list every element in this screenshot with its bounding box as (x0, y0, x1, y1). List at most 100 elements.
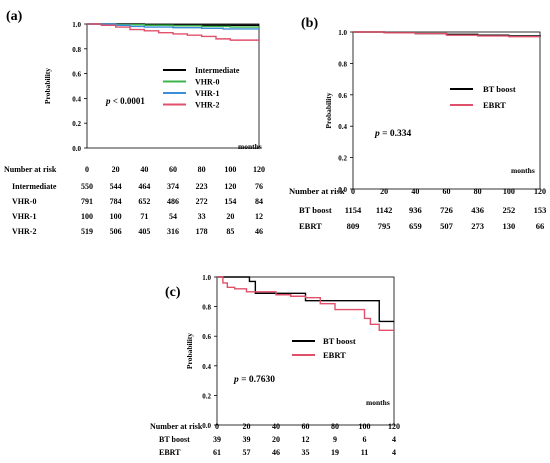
y-tick-label: 0.8 (202, 304, 211, 312)
risk-count: 85 (226, 227, 234, 236)
chart-panel: (c) 0.0 0.2 0.4 0.6 0.8 1.0 Probability months BT… (150, 274, 400, 457)
plot-frame (352, 31, 541, 190)
risk-count: 506 (110, 227, 122, 236)
risk-count: 19 (331, 448, 339, 457)
legend-entry: VHR-2 (195, 101, 219, 110)
y-tick-label: 0.4 (338, 123, 347, 131)
series-line (217, 276, 394, 323)
y-tick-label: 0.0 (72, 145, 81, 153)
risk-count: 153 (534, 205, 547, 215)
y-tick-label: 0.0 (202, 422, 211, 430)
legend-entry: Intermediate (195, 66, 240, 75)
risk-count: 1142 (376, 205, 393, 215)
risk-count: 39 (213, 435, 221, 444)
risk-row-label: VHR-1 (12, 212, 36, 221)
risk-count: 54 (169, 212, 177, 221)
risk-count: 550 (81, 182, 93, 191)
risk-count: 223 (196, 182, 208, 191)
risk-table-header: Number at risk (4, 165, 57, 174)
x-tick-label: 60 (169, 165, 177, 174)
x-tick-label: 120 (534, 187, 546, 196)
y-tick-label: 1.0 (72, 21, 81, 29)
risk-count: 791 (81, 197, 93, 206)
x-tick-label: 60 (302, 422, 310, 431)
risk-count: 1154 (345, 205, 362, 215)
x-tick-label: 120 (388, 422, 400, 431)
risk-count: 4 (392, 448, 396, 457)
y-axis-label: Probability (185, 333, 194, 369)
y-tick-label: 0.4 (72, 95, 81, 103)
risk-count: 66 (536, 221, 545, 231)
panel-label: (b) (301, 16, 318, 31)
x-axis-label: months (238, 142, 262, 151)
risk-count: 9 (333, 435, 337, 444)
plot-frame (86, 23, 260, 149)
panel-label: (c) (165, 285, 181, 300)
risk-row-label: BT boost (159, 435, 190, 444)
x-tick-label: 0 (215, 422, 219, 431)
series-line (217, 276, 394, 331)
risk-count: 12 (302, 435, 310, 444)
risk-count: 784 (110, 197, 122, 206)
y-axis-label: Probability (324, 92, 333, 128)
risk-count: 519 (81, 227, 93, 236)
x-tick-label: 0 (351, 187, 355, 196)
panel-label: (a) (6, 9, 23, 24)
risk-count: 464 (138, 182, 150, 191)
risk-count: 659 (409, 221, 422, 231)
p-value-annotation: p = 0.334 (374, 129, 412, 139)
p-value-annotation: p < 0.0001 (105, 96, 145, 106)
risk-count: 20 (226, 212, 234, 221)
risk-count: 544 (110, 182, 122, 191)
x-tick-label: 40 (140, 165, 148, 174)
y-tick-label: 0.0 (338, 186, 347, 194)
x-tick-label: 80 (198, 165, 206, 174)
y-tick-label: 0.2 (72, 120, 81, 128)
risk-count: 12 (255, 212, 263, 221)
y-tick-label: 0.2 (202, 392, 211, 400)
series-line (87, 23, 259, 30)
risk-count: 316 (167, 227, 179, 236)
risk-count: 39 (243, 435, 251, 444)
risk-count: 100 (81, 212, 93, 221)
risk-count: 33 (198, 212, 206, 221)
risk-row-label: EBRT (299, 221, 322, 231)
risk-count: 486 (167, 197, 179, 206)
risk-count: 405 (138, 227, 150, 236)
x-tick-label: 80 (331, 422, 339, 431)
risk-count: 20 (272, 435, 280, 444)
legend-entry: VHR-0 (195, 78, 219, 87)
risk-count: 46 (255, 227, 263, 236)
risk-count: 252 (502, 205, 515, 215)
y-tick-label: 0.6 (72, 71, 81, 79)
risk-count: 6 (363, 435, 367, 444)
risk-count: 57 (243, 448, 251, 457)
risk-count: 100 (110, 212, 122, 221)
risk-count: 84 (255, 197, 263, 206)
risk-count: 76 (255, 182, 263, 191)
risk-count: 272 (196, 197, 208, 206)
risk-count: 795 (378, 221, 391, 231)
risk-row-label: Intermediate (12, 182, 57, 191)
series-line (353, 31, 540, 38)
risk-count: 46 (272, 448, 280, 457)
x-axis-label: months (511, 166, 535, 175)
risk-count: 507 (440, 221, 454, 231)
risk-count: 809 (347, 221, 360, 231)
y-tick-label: 0.6 (202, 333, 211, 341)
y-tick-label: 0.4 (202, 363, 211, 371)
y-tick-label: 0.6 (338, 92, 347, 100)
x-tick-label: 20 (380, 187, 388, 196)
x-axis-label: months (366, 398, 390, 407)
legend-entry: VHR-1 (195, 89, 219, 98)
risk-count: 726 (440, 205, 453, 215)
x-tick-label: 120 (253, 165, 265, 174)
x-tick-label: 100 (503, 187, 515, 196)
risk-row-label: VHR-0 (12, 197, 36, 206)
y-tick-label: 0.8 (72, 46, 81, 54)
y-tick-label: 0.2 (338, 155, 347, 163)
x-tick-label: 20 (112, 165, 120, 174)
x-tick-label: 60 (443, 187, 451, 196)
y-axis-label: Probability (43, 68, 52, 104)
y-tick-label: 0.8 (338, 60, 347, 68)
